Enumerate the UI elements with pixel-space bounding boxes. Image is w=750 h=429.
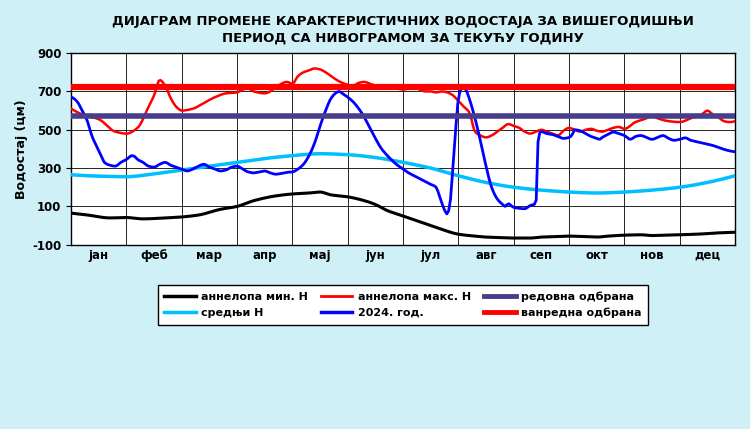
- Legend: аннелопа мин. Н, средњи Н, аннелопа макс. Н, 2024. год., редовна одбрана, ванред: аннелопа мин. Н, средњи Н, аннелопа макс…: [158, 285, 648, 325]
- Title: ДИЈАГРАМ ПРОМЕНЕ КАРАКТЕРИСТИЧНИХ ВОДОСТАЈА ЗА ВИШЕГОДИШЊИ
ПЕРИОД СА НИВОГРАМОМ : ДИЈАГРАМ ПРОМЕНЕ КАРАКТЕРИСТИЧНИХ ВОДОСТ…: [112, 15, 694, 45]
- Y-axis label: Водостај (цм): Водостај (цм): [15, 99, 28, 199]
